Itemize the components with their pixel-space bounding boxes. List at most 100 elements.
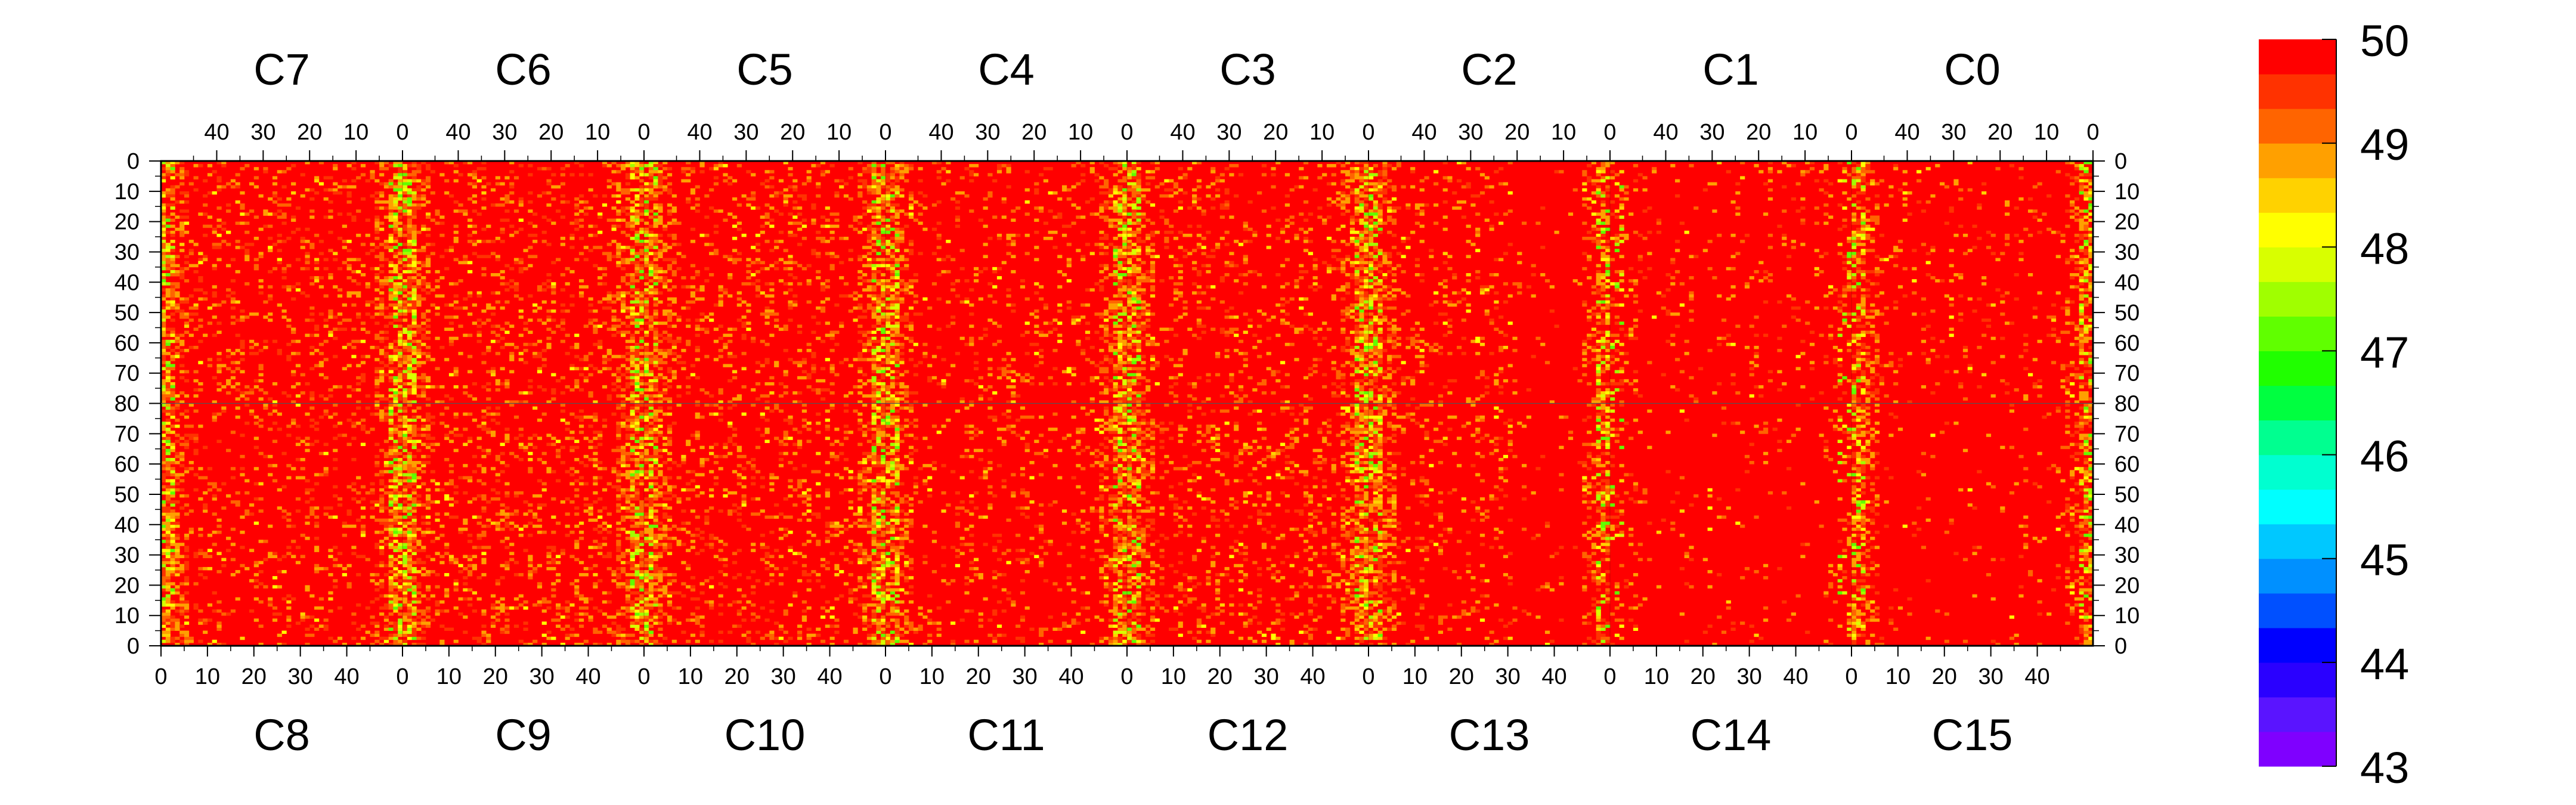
heatmap-cell (732, 370, 738, 374)
heatmap-cell (258, 364, 264, 367)
heatmap-cell (421, 224, 426, 228)
heatmap-cell (402, 285, 408, 289)
heatmap-cell (1340, 212, 1346, 216)
heatmap-cell (161, 176, 166, 179)
heatmap-cell (1131, 167, 1137, 171)
heatmap-cell (871, 188, 877, 192)
heatmap-cell (764, 361, 770, 364)
heatmap-cell (170, 358, 175, 361)
heatmap-cell (801, 194, 807, 198)
heatmap-cell (481, 197, 487, 201)
heatmap-cell (996, 237, 1002, 240)
heatmap-cell (904, 312, 909, 316)
heatmap-cell (165, 394, 171, 398)
heatmap-cell (876, 339, 881, 343)
heatmap-cell (969, 379, 974, 383)
heatmap-cell (1080, 164, 1086, 168)
heatmap-cell (541, 349, 547, 352)
heatmap-cell (240, 318, 245, 322)
heatmap-cell (862, 345, 868, 349)
heatmap-cell (439, 400, 445, 404)
heatmap-cell (1108, 243, 1114, 246)
heatmap-cell (258, 388, 264, 392)
heatmap-cell (490, 312, 496, 316)
heatmap-cell (606, 179, 612, 182)
heatmap-cell (398, 185, 403, 189)
heatmap-cell (866, 206, 872, 210)
heatmap-cell (528, 191, 533, 195)
heatmap-cell (634, 297, 640, 301)
heatmap-cell (881, 243, 886, 246)
heatmap-cell (221, 221, 227, 225)
heatmap-cell (425, 397, 431, 401)
heatmap-cell (476, 255, 482, 258)
heatmap-cell (1150, 355, 1156, 358)
heatmap-cell (1094, 312, 1100, 316)
heatmap-cell (1275, 161, 1281, 165)
heatmap-cell (309, 243, 315, 246)
heatmap-cell (277, 249, 282, 252)
heatmap-cell (616, 200, 621, 204)
heatmap-cell (732, 397, 738, 401)
heatmap-cell (193, 345, 199, 349)
heatmap-cell (402, 327, 408, 331)
heatmap-cell (996, 233, 1002, 237)
heatmap-cell (876, 182, 881, 186)
heatmap-cell (704, 215, 710, 219)
heatmap-cell (955, 218, 961, 222)
heatmap-cell (1104, 191, 1109, 195)
heatmap-cell (992, 267, 998, 271)
heatmap-cell (639, 191, 645, 195)
heatmap-cell (342, 246, 347, 249)
heatmap-cell (644, 246, 649, 249)
heatmap-cell (886, 400, 891, 404)
heatmap-cell (398, 188, 403, 192)
heatmap-cell (1113, 303, 1118, 307)
heatmap-cell (931, 355, 937, 358)
heatmap-cell (658, 333, 663, 338)
heatmap-cell (398, 330, 403, 335)
heatmap-cell (1104, 318, 1109, 322)
heatmap-cell (235, 185, 240, 189)
heatmap-cell (1094, 364, 1100, 367)
heatmap-cell (681, 170, 686, 174)
heatmap-cell (323, 197, 329, 201)
heatmap-cell (1122, 391, 1128, 395)
heatmap-cell (1215, 246, 1221, 249)
heatmap-cell (634, 394, 640, 398)
heatmap-cell (1345, 336, 1351, 340)
heatmap-cell (184, 321, 190, 325)
heatmap-cell (639, 358, 645, 361)
heatmap-cell (509, 191, 515, 195)
heatmap-cell (727, 212, 733, 216)
heatmap-cell (816, 276, 821, 280)
heatmap-cell (407, 336, 412, 340)
heatmap-cell (857, 179, 863, 182)
heatmap-cell (203, 212, 208, 216)
heatmap-cell (881, 182, 886, 186)
heatmap-cell (871, 397, 877, 401)
heatmap-cell (1164, 339, 1169, 343)
heatmap-cell (950, 321, 956, 325)
heatmap-cell (987, 282, 993, 286)
heatmap-cell (876, 264, 881, 268)
heatmap-cell (1085, 288, 1091, 292)
heatmap-cell (161, 355, 166, 358)
heatmap-cell (713, 327, 719, 331)
heatmap-cell (240, 342, 245, 346)
heatmap-cell (161, 391, 166, 395)
heatmap-cell (1340, 164, 1346, 168)
heatmap-cell (681, 361, 686, 364)
heatmap-cell (1117, 218, 1123, 222)
heatmap-cell (1127, 288, 1132, 292)
heatmap-cell (1308, 212, 1313, 216)
heatmap-cell (969, 170, 974, 174)
heatmap-cell (1178, 270, 1183, 274)
heatmap-cell (1104, 333, 1109, 338)
heatmap-cell (797, 400, 803, 404)
heatmap-cell (537, 385, 543, 389)
heatmap-cell (281, 185, 287, 189)
heatmap-cell (866, 285, 872, 289)
heatmap-cell (203, 297, 208, 301)
heatmap-cell (295, 352, 301, 355)
